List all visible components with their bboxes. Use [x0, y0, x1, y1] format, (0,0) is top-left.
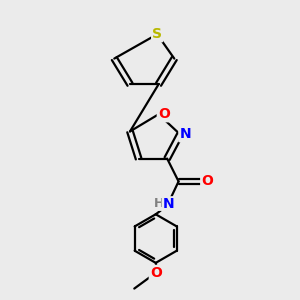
Text: O: O [201, 174, 213, 188]
Text: H: H [153, 197, 164, 210]
Text: S: S [152, 27, 162, 41]
Text: N: N [179, 127, 191, 141]
Text: O: O [158, 107, 170, 121]
Text: O: O [150, 266, 162, 280]
Text: N: N [163, 197, 174, 211]
